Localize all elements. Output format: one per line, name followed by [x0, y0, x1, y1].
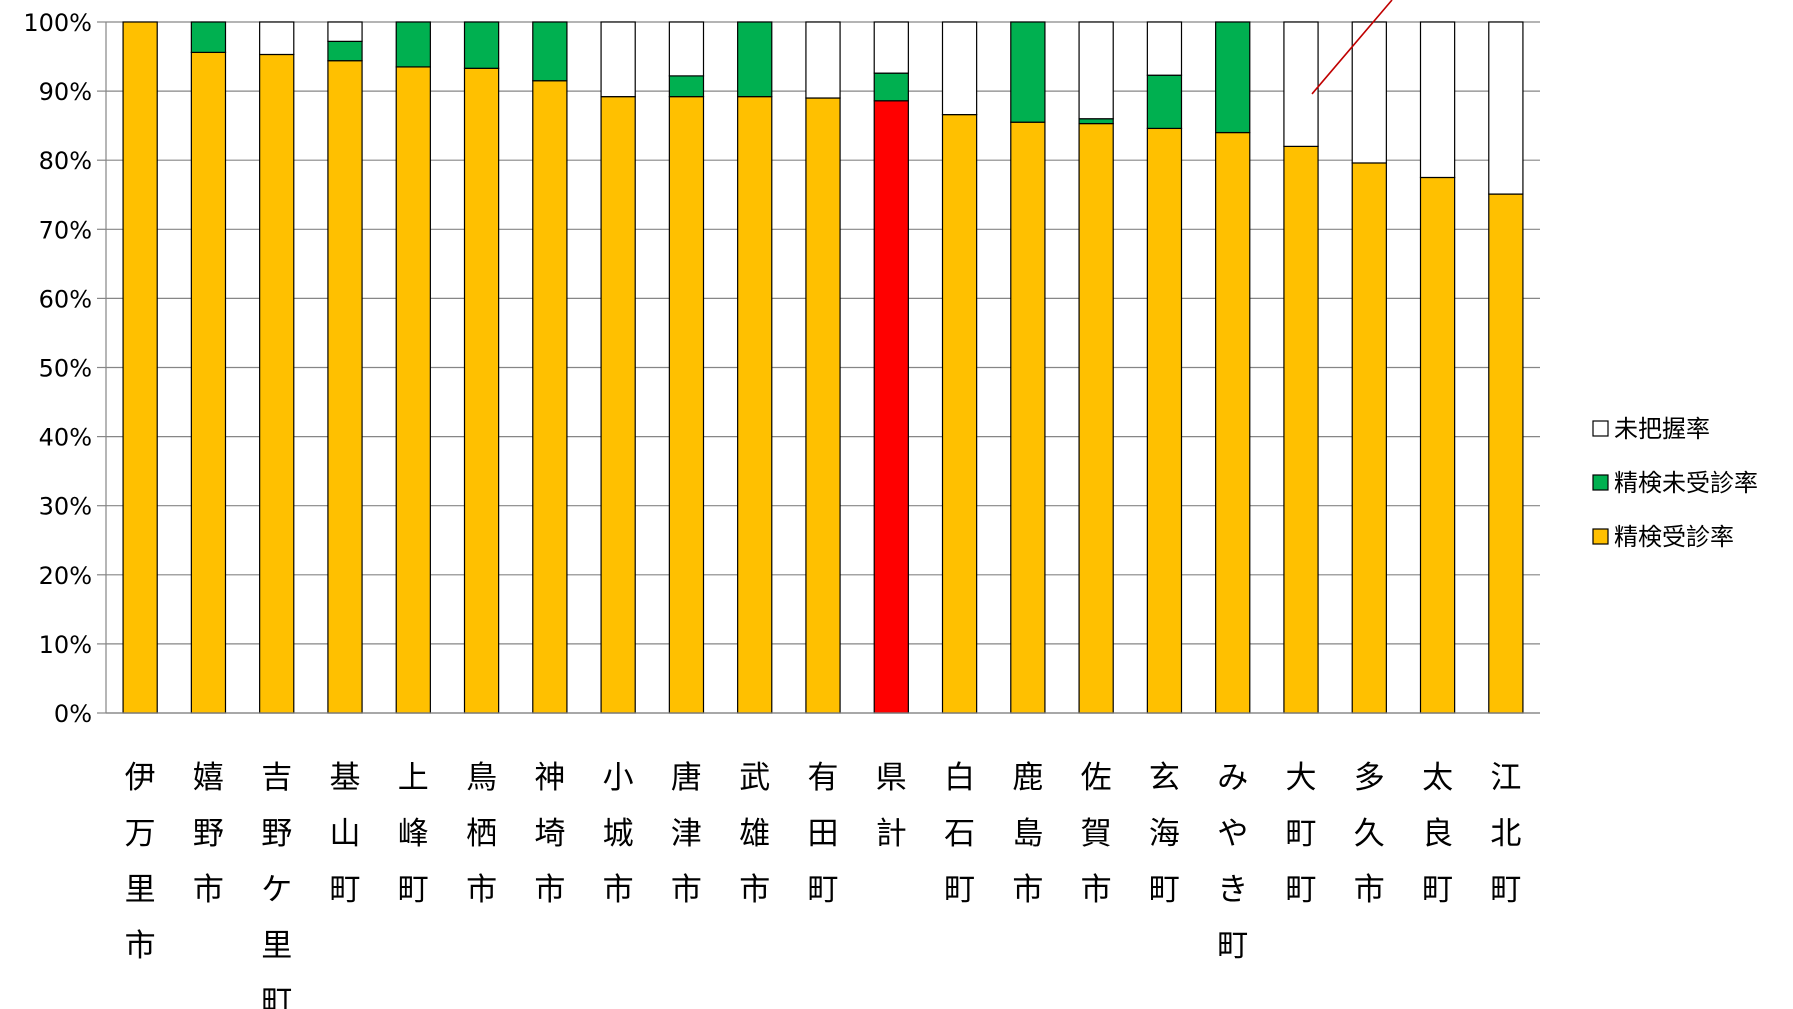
x-category-label: 大町町 [1286, 760, 1317, 908]
y-tick-label: 30% [39, 493, 92, 521]
bar-segment [1351, 162, 1387, 714]
x-category-label: 県計 [876, 760, 907, 852]
bar-segment [463, 67, 500, 714]
bar-segment [259, 53, 295, 714]
x-category-label: みやき町 [1217, 760, 1248, 964]
bar-segment [122, 21, 158, 714]
x-category-label: 吉野ケ里町 [261, 760, 292, 1009]
x-category-label: 鹿島市 [1012, 760, 1043, 908]
y-tick-label: 80% [39, 147, 92, 175]
x-axis-category-labels: 伊万里市 嬉野市 吉野ケ里町 基山町 上峰町 鳥栖市 神埼市 小城市 唐津市 武雄市 有田町 県計白石… [125, 760, 1522, 1009]
legend-swatch [1592, 528, 1609, 545]
y-tick-label: 10% [39, 631, 92, 659]
legend-label: 精検未受診率 [1614, 469, 1758, 497]
x-category-label: 江北町 [1490, 760, 1521, 908]
bar-segment [190, 51, 227, 714]
legend-swatch [1592, 474, 1609, 491]
bar-segment [668, 75, 705, 98]
bar-segment [737, 21, 773, 98]
bar-segment [1146, 127, 1183, 714]
bar-segment [805, 21, 841, 99]
bar-segment [1146, 74, 1183, 130]
x-category-label: 太良町 [1422, 760, 1453, 908]
bar-segment [600, 21, 636, 98]
bar-segment [1078, 118, 1114, 125]
y-tick-label: 100% [23, 9, 92, 37]
bar-segment [259, 21, 295, 56]
bar-segment [532, 21, 568, 82]
bar-segment [395, 21, 431, 68]
bar-segment [737, 96, 773, 714]
x-category-label: 伊万里市 [125, 760, 156, 964]
bar-segment [1488, 21, 1524, 195]
x-category-label: 玄海町 [1149, 760, 1180, 908]
x-category-label: 上峰町 [398, 760, 429, 908]
bar-segment [1283, 145, 1319, 714]
x-category-label: 鳥栖市 [466, 760, 497, 908]
bar-segment [1146, 21, 1183, 76]
y-tick-label: 90% [39, 78, 92, 106]
bar-segment [1010, 121, 1046, 714]
bar-segment [190, 21, 227, 54]
bar-segment [395, 66, 431, 714]
bar-segment [941, 21, 978, 116]
bar-segment [327, 40, 363, 62]
x-category-label: 有田町 [808, 760, 839, 908]
bar-segment [1215, 131, 1251, 714]
bar-segment [1078, 21, 1114, 120]
bar-segment [1419, 176, 1456, 714]
bar-segment [873, 100, 909, 714]
y-tick-label: 70% [39, 216, 92, 244]
y-tick-label: 60% [39, 285, 92, 313]
x-category-label: 小城市 [603, 760, 634, 908]
x-category-label: 白石町 [944, 760, 975, 908]
x-category-label: 唐津市 [671, 760, 702, 908]
bar-segment [600, 96, 636, 714]
bar-segment [1010, 21, 1046, 123]
bar-segment [327, 21, 363, 42]
legend-label: 精検受診率 [1614, 523, 1734, 551]
x-category-label: 武雄市 [739, 760, 770, 908]
axes [97, 21, 1540, 714]
bar-segment [1488, 193, 1524, 714]
bar-segment [1215, 21, 1251, 134]
legend-swatch [1592, 420, 1609, 437]
bar-segment [668, 21, 705, 77]
bar-segment [805, 97, 841, 714]
y-tick-label: 50% [39, 355, 92, 383]
bar-segment [1419, 21, 1456, 179]
bar-segment [941, 113, 978, 714]
reference-line [68, 0, 1540, 99]
bar-segment [463, 21, 500, 69]
reference-line-callout [1311, 0, 1393, 95]
bars [122, 21, 1524, 714]
y-tick-label: 20% [39, 562, 92, 590]
x-category-label: 基山町 [330, 760, 361, 908]
bar-segment [1078, 122, 1114, 714]
x-category-label: 嬉野市 [193, 760, 224, 908]
bar-segment [1351, 21, 1387, 164]
x-category-label: 多久市 [1354, 760, 1385, 908]
legend-label: 未把握率 [1614, 415, 1710, 443]
x-category-label: 佐賀市 [1081, 760, 1112, 908]
bar-segment [668, 96, 705, 714]
y-axis-tick-labels: 0% 10% 20% 30% 40% 50% 60% 70% 80% 90% 100% [23, 9, 92, 728]
bar-segment [873, 21, 909, 74]
y-tick-label: 40% [39, 424, 92, 452]
x-category-label: 神埼市 [534, 760, 565, 908]
y-tick-label: 0% [54, 700, 92, 728]
bar-segment [327, 60, 363, 714]
bar-segment [1283, 21, 1319, 147]
bar-segment [532, 80, 568, 714]
